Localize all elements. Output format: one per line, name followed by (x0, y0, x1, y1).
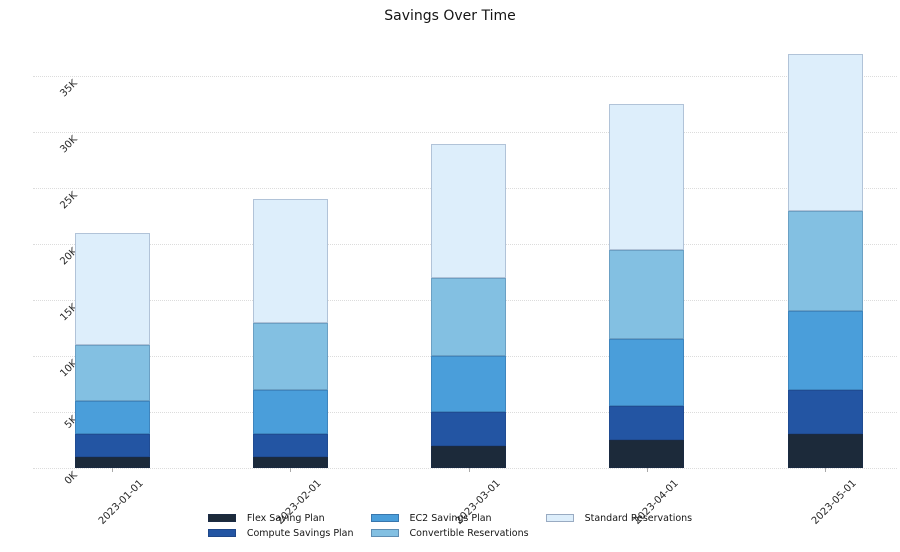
bar-segment (252, 389, 328, 435)
legend-label: Compute Savings Plan (246, 527, 354, 539)
bar-segment (74, 233, 150, 345)
y-tick-label: 30K (58, 134, 80, 156)
legend-column: EC2 Savings Plan Convertible Reservations (370, 511, 529, 540)
y-tick-label: 35K (58, 78, 80, 100)
bar-segment (609, 440, 685, 468)
bar-segment (74, 456, 150, 468)
x-tick-mark (468, 468, 470, 472)
x-tick-mark (646, 468, 648, 472)
bar-segment (787, 210, 863, 312)
legend-column: Flex Saving Plan Compute Savings Plan (207, 511, 354, 540)
bar-segment (787, 311, 863, 390)
y-tick-label: 0K (62, 470, 80, 487)
legend-column: Standard Reservations (545, 511, 693, 525)
bar-2023-01-01 (74, 233, 150, 468)
bar-segment (787, 389, 863, 435)
bar-segment (431, 356, 506, 413)
bar-segment (431, 412, 506, 446)
legend-item: Standard Reservations (545, 511, 693, 525)
legend-swatch (370, 529, 399, 537)
chart-title: Savings Over Time (384, 8, 516, 24)
y-tick-label: 25K (58, 190, 80, 212)
bar-segment (431, 445, 506, 468)
bar-segment (609, 249, 685, 340)
legend: Flex Saving Plan Compute Savings Plan EC2 … (0, 511, 900, 540)
x-tick-mark (825, 468, 826, 472)
legend-label: EC2 Savings Plan (409, 512, 492, 524)
bar-2023-03-01 (431, 143, 506, 468)
x-tick-mark (290, 468, 292, 472)
legend-item: EC2 Savings Plan (370, 511, 529, 525)
bar-segment (431, 143, 506, 278)
plot-area: 0K 5K 10K 15K 20K 25K 30K 35K 2023-01-01 2023-02-… (25, 45, 897, 527)
bar-segment (609, 104, 685, 250)
bar-segment (609, 339, 685, 407)
bar-segment (787, 434, 863, 468)
bar-segment (74, 434, 150, 457)
bar-segment (252, 434, 328, 457)
bar-segment (787, 54, 863, 211)
legend-item: Convertible Reservations (370, 526, 529, 540)
bar-2023-05-01 (787, 54, 863, 468)
gridline (33, 132, 897, 134)
bar-segment (609, 406, 685, 441)
bar-2023-04-01 (609, 104, 685, 468)
legend-swatch (207, 529, 236, 537)
legend-swatch (207, 514, 236, 522)
bar-2023-02-01 (252, 199, 328, 468)
legend-swatch (370, 514, 399, 522)
gridline (33, 76, 897, 78)
legend-label: Standard Reservations (584, 512, 693, 524)
legend-swatch (545, 514, 574, 522)
bar-segment (431, 277, 506, 357)
legend-label: Flex Saving Plan (246, 512, 325, 524)
bar-segment (252, 456, 328, 468)
legend-item: Compute Savings Plan (207, 526, 354, 540)
legend-label: Convertible Reservations (409, 527, 529, 539)
bar-segment (74, 344, 150, 401)
legend-item: Flex Saving Plan (207, 511, 354, 525)
bar-segment (252, 322, 328, 390)
gridline (33, 468, 897, 469)
bar-segment (252, 199, 328, 323)
x-tick-mark (112, 468, 113, 472)
bar-segment (74, 400, 150, 435)
